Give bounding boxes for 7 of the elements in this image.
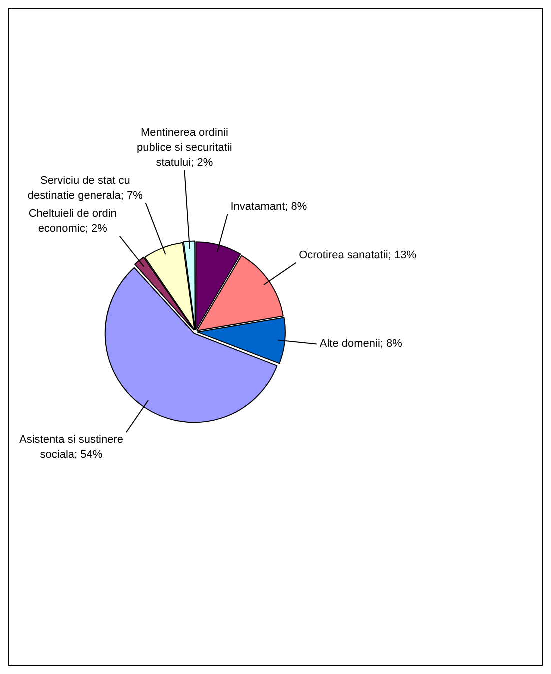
slice-label: Mentinerea ordinii publice si securitatii statului; 2%: [136, 126, 232, 169]
slice-label: Invatamant; 8%: [230, 200, 308, 213]
slice-label: Serviciu de stat cu destinatie generala; 7%: [28, 174, 144, 202]
slice-label: Cheltuieli de ordin economic; 2%: [28, 208, 117, 235]
slice-label: Alte domenii; 8%: [320, 338, 403, 350]
slice-label: Asistenta si sustinere sociala; 54%: [20, 434, 124, 462]
slice-label: Ocrotirea sanatatii; 13%: [299, 249, 417, 262]
